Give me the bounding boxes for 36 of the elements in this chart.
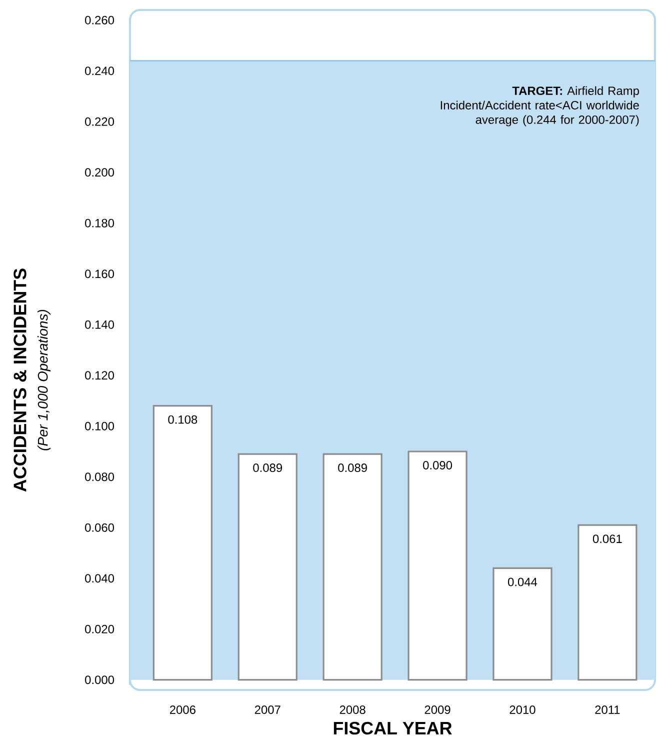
- y-tick-label: 0.240: [85, 66, 114, 76]
- x-tick-label: 2007: [254, 706, 280, 714]
- y-tick-label: 0.100: [85, 422, 114, 430]
- text: (Per 1,000 Operations): [37, 310, 50, 450]
- bar: [578, 524, 638, 681]
- x-tick-label: 2011: [595, 706, 620, 714]
- x-tick-label: 2008: [340, 706, 366, 714]
- bar: [238, 453, 298, 681]
- y-tick-label: 0.140: [85, 320, 114, 329]
- y-tick-label: 0.060: [85, 523, 114, 532]
- x-tick-label: 2009: [424, 706, 450, 714]
- y-tick-label: 0.180: [85, 218, 114, 228]
- y-tick-label: 0.000: [85, 676, 114, 684]
- data-label: 0.061: [592, 534, 622, 544]
- x-tick-label: 2006: [170, 706, 196, 714]
- x-axis-title: FISCAL YEAR: [334, 722, 452, 735]
- data-label: 0.089: [338, 464, 367, 472]
- data-label: 0.044: [508, 578, 538, 586]
- y-tick-label: 0.040: [85, 574, 114, 583]
- data-label: 0.108: [168, 415, 198, 424]
- bar: [152, 405, 212, 681]
- bar: [492, 567, 552, 681]
- data-label: 0.090: [423, 461, 452, 470]
- bar: [322, 453, 382, 681]
- bar: [408, 450, 468, 681]
- y-axis-title: ACCIDENTS & INCIDENTS: [14, 268, 26, 492]
- ref-line-label: TARGET: Airfield Ramp Incident/Accident rate<ACI worldwide average (0.244 for 2000-2007): [440, 86, 639, 126]
- y-tick-label: 0.220: [85, 117, 114, 126]
- y-tick-label: 0.200: [85, 168, 114, 177]
- x-tick-label: 2010: [510, 706, 536, 714]
- y-tick-label: 0.020: [85, 624, 114, 634]
- y-tick-label: 0.160: [85, 270, 114, 278]
- y-tick-label: 0.080: [85, 472, 114, 482]
- y-tick-label: 0.120: [85, 371, 114, 380]
- y-tick-label: 0.260: [85, 16, 114, 24]
- data-label: 0.089: [253, 464, 282, 472]
